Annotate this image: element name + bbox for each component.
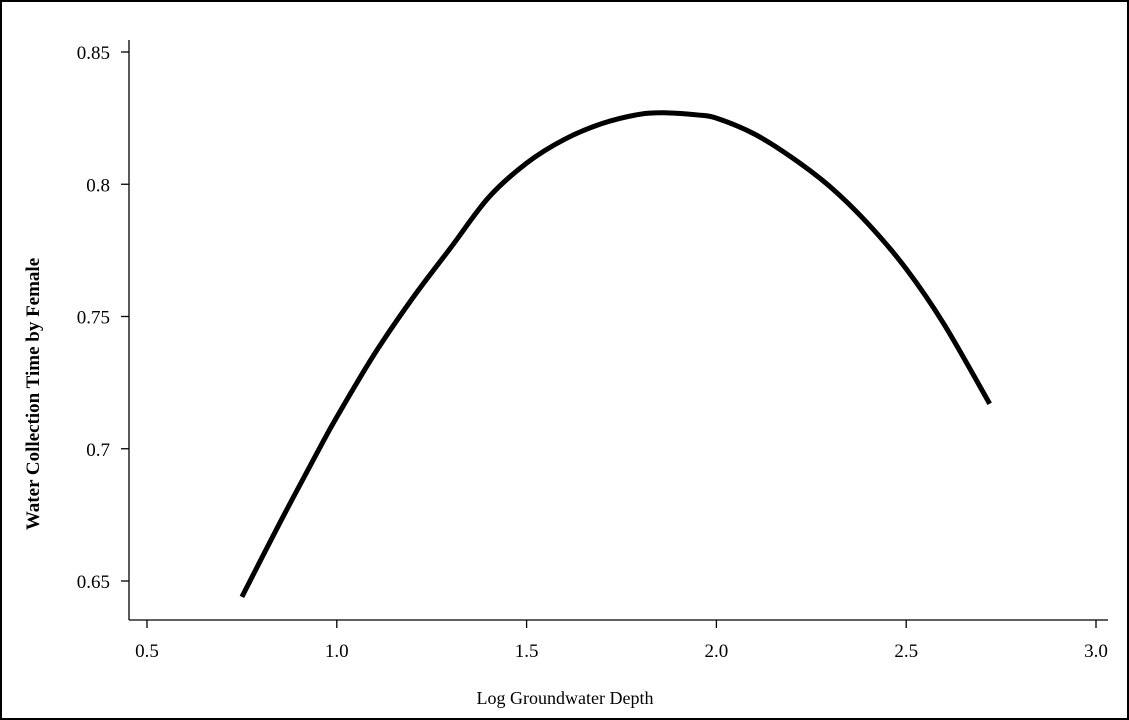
y-axis-title: Water Collection Time by Female — [23, 258, 44, 530]
x-tick-label: 3.0 — [1084, 641, 1108, 662]
x-axis-title: Log Groundwater Depth — [477, 688, 654, 708]
y-tick-label: 0.85 — [77, 43, 110, 64]
axes — [128, 40, 1108, 621]
x-ticks: 0.5 1.0 1.5 2.0 2.5 3.0 — [135, 620, 1108, 662]
series-line — [239, 110, 992, 599]
y-ticks: 0.65 0.7 0.75 0.8 0.85 — [77, 43, 129, 593]
x-tick-label: 2.0 — [705, 641, 729, 662]
y-tick-label: 0.75 — [77, 308, 110, 329]
x-tick-label: 0.5 — [135, 641, 159, 662]
x-tick-label: 2.5 — [894, 641, 918, 662]
series-group — [239, 110, 992, 599]
y-tick-label: 0.8 — [86, 175, 110, 196]
x-tick-label: 1.0 — [325, 641, 349, 662]
y-tick-label: 0.7 — [86, 440, 110, 461]
x-tick-label: 1.5 — [515, 641, 539, 662]
y-tick-label: 0.65 — [77, 572, 110, 593]
